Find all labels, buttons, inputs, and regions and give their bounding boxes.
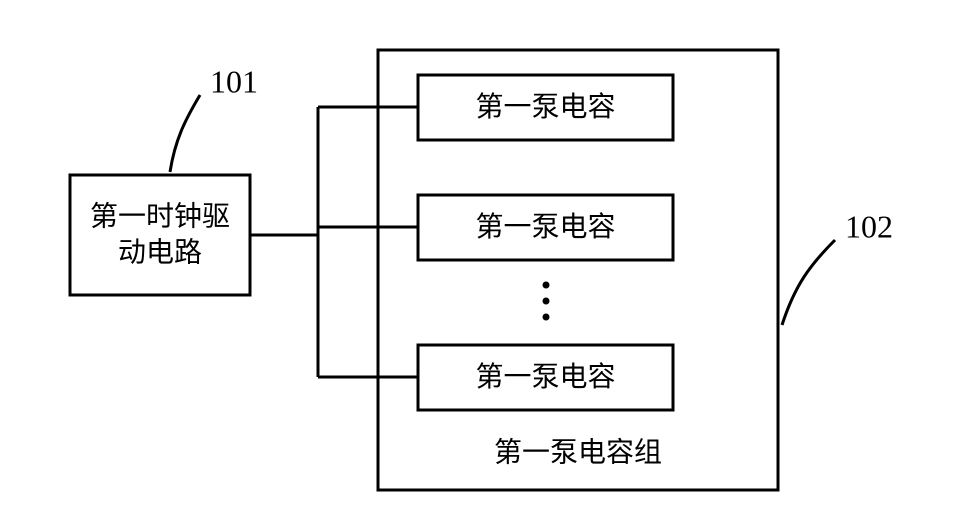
ellipsis-dot	[543, 298, 550, 305]
ref-label-101: 101	[210, 63, 258, 99]
clock-driver-box	[70, 175, 250, 295]
pump-cap-group-title: 第一泵电容组	[494, 436, 662, 468]
ellipsis-dot	[543, 314, 550, 321]
leader-101	[170, 95, 200, 172]
ellipsis-dot	[543, 282, 550, 289]
leader-102	[782, 240, 835, 325]
clock-driver-label-line2: 动电路	[118, 236, 202, 268]
pump-cap-label: 第一泵电容	[475, 361, 615, 393]
pump-cap-label: 第一泵电容	[475, 211, 615, 243]
clock-driver-label-line1: 第一时钟驱	[90, 200, 230, 232]
pump-cap-label: 第一泵电容	[475, 91, 615, 123]
ref-label-102: 102	[845, 208, 893, 244]
